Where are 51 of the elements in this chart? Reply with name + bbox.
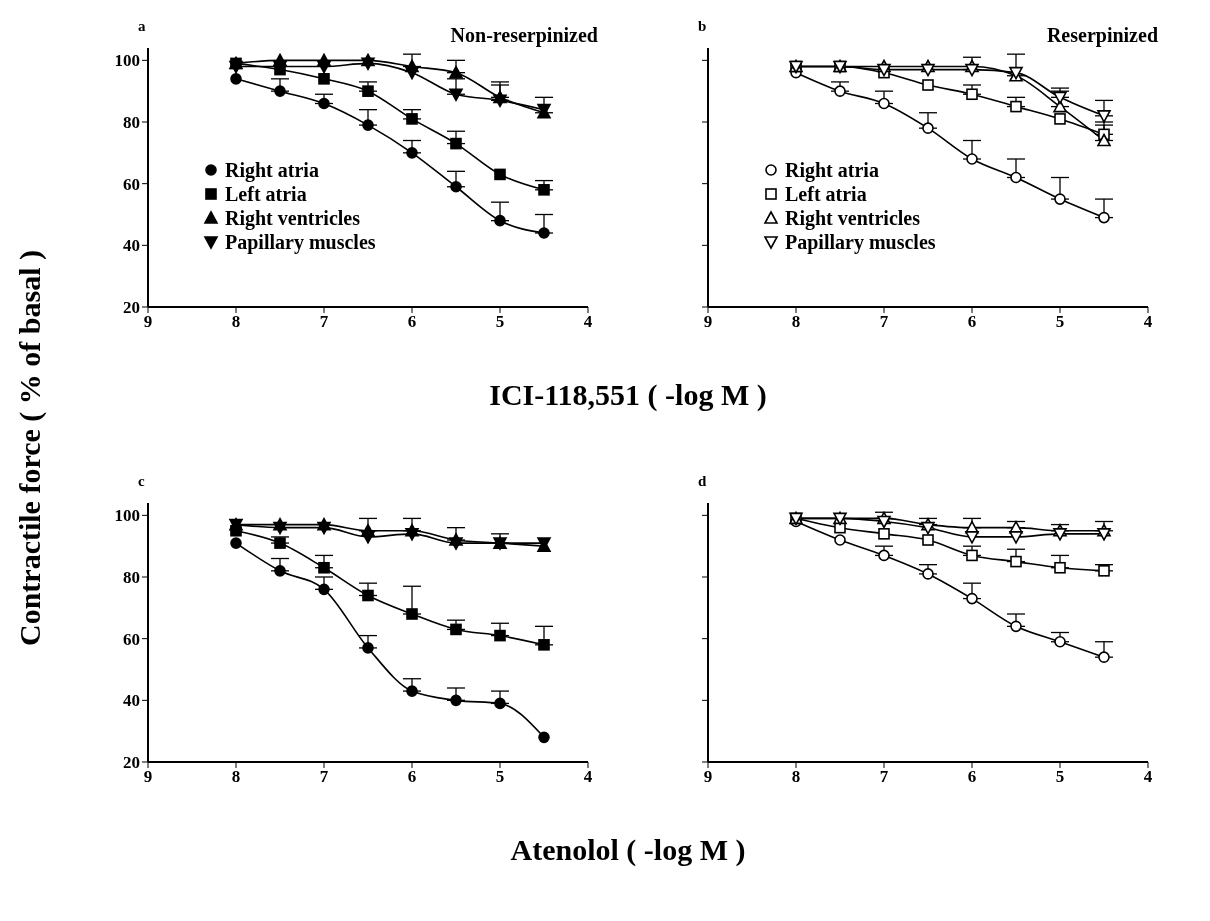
- x-tick-label: 4: [1143, 312, 1153, 332]
- x-tick-label: 8: [791, 312, 801, 332]
- x-tick-label: 7: [319, 312, 329, 332]
- chart-title: a: [138, 18, 146, 35]
- x-tick-label: 8: [791, 767, 801, 787]
- x-tick-label: 5: [495, 312, 505, 332]
- x-tick-label: 7: [879, 767, 889, 787]
- chart-title: c: [138, 473, 145, 490]
- y-tick-label: 20: [123, 298, 140, 318]
- x-tick-label: 8: [231, 312, 241, 332]
- y-axis-title: Contractile force ( % of basal ): [13, 249, 47, 647]
- x-tick-label: 6: [407, 312, 417, 332]
- x-tick-label: 5: [495, 767, 505, 787]
- legend-label: Papillary muscles: [225, 230, 376, 254]
- x-tick-label: 6: [407, 767, 417, 787]
- legend-label: Left atria: [225, 182, 307, 206]
- x-tick-label: 4: [583, 767, 593, 787]
- chart-title: b: [698, 18, 707, 35]
- y-tick-label: 80: [123, 568, 140, 588]
- x-tick-label: 9: [143, 767, 153, 787]
- legend-label: Left atria: [785, 182, 867, 206]
- x-tick-label: 9: [703, 767, 713, 787]
- y-tick-label: 80: [123, 113, 140, 133]
- x-tick-label: 7: [879, 312, 889, 332]
- x-tick-label: 5: [1055, 767, 1065, 787]
- x-axis-title: ICI-118,551 ( -log M ): [488, 378, 768, 412]
- legend-label: Right ventricles: [225, 206, 360, 230]
- y-tick-label: 40: [123, 691, 140, 711]
- text: Non-reserpinized: [450, 24, 598, 47]
- x-tick-label: 9: [703, 312, 713, 332]
- x-tick-label: 6: [967, 767, 977, 787]
- x-tick-label: 4: [1143, 767, 1153, 787]
- legend-label: Right ventricles: [785, 206, 920, 230]
- x-tick-label: 5: [1055, 312, 1065, 332]
- y-tick-label: 40: [123, 236, 140, 256]
- legend-label: Right atria: [785, 158, 879, 182]
- x-tick-label: 8: [231, 767, 241, 787]
- chart-title: d: [698, 473, 707, 490]
- y-tick-label: 100: [114, 51, 140, 71]
- x-tick-label: 7: [319, 767, 329, 787]
- y-tick-label: 60: [123, 629, 140, 649]
- legend-label: Right atria: [225, 158, 319, 182]
- x-tick-label: 9: [143, 312, 153, 332]
- x-tick-label: 4: [583, 312, 593, 332]
- text: Reserpinized: [1046, 24, 1158, 47]
- x-axis-title: Atenolol ( -log M ): [509, 833, 747, 867]
- y-tick-label: 20: [123, 753, 140, 773]
- y-tick-label: 60: [123, 174, 140, 194]
- x-tick-label: 6: [967, 312, 977, 332]
- y-tick-label: 100: [114, 506, 140, 526]
- legend-label: Papillary muscles: [785, 230, 936, 254]
